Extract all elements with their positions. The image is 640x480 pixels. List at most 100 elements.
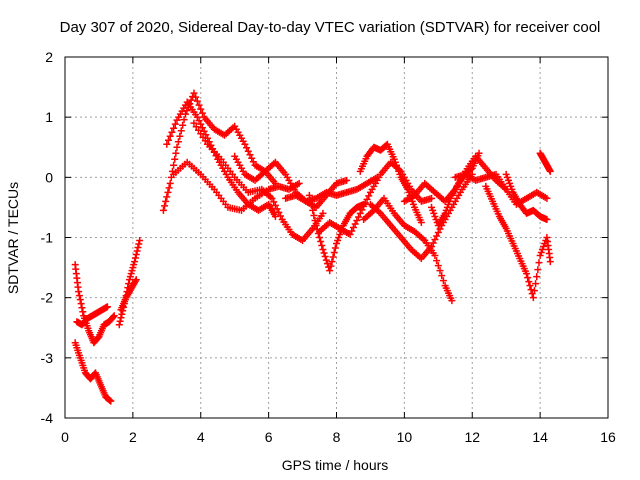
data-point-interp: [434, 228, 442, 236]
data-point-interp: [433, 257, 441, 265]
data-point-interp: [79, 308, 87, 316]
y-tick-label: 2: [45, 49, 53, 65]
data-point: [356, 209, 364, 217]
data-point-interp: [355, 213, 363, 221]
data-point-interp: [327, 262, 335, 270]
axes: [64, 56, 609, 419]
data-point: [136, 237, 144, 245]
data-point: [103, 303, 111, 311]
data-point-interp: [328, 258, 336, 266]
y-tick-label: -3: [41, 350, 54, 366]
data-point: [448, 297, 456, 305]
data-point: [268, 194, 276, 202]
data-point-interp: [77, 300, 85, 308]
data-point: [173, 143, 181, 151]
data-point-interp: [316, 234, 324, 241]
data-point-interp: [526, 282, 534, 290]
data-point-interp: [331, 244, 339, 252]
data-point-interp: [534, 266, 542, 274]
data-point-interp: [207, 141, 215, 149]
data-point: [190, 89, 198, 97]
data-point-interp: [172, 149, 180, 157]
y-tick-label: 0: [45, 169, 53, 185]
data-point-interp: [330, 249, 338, 257]
data-point-interp: [320, 249, 328, 257]
data-point-interp: [75, 292, 83, 300]
data-point-interp: [246, 151, 254, 159]
data-point: [343, 176, 351, 184]
data-series: [502, 170, 551, 223]
data-point-interp: [306, 196, 314, 204]
data-point-interp: [171, 155, 179, 163]
data-point-interp: [162, 197, 170, 205]
data-point: [319, 209, 327, 217]
data-point-interp: [165, 184, 173, 192]
data-point: [326, 267, 334, 275]
data-point-interp: [135, 240, 143, 248]
data-point-interp: [132, 251, 140, 259]
data-point-interp: [166, 132, 174, 140]
data-point: [110, 312, 118, 320]
data-point-interp: [329, 253, 337, 261]
data-series: [159, 89, 279, 214]
data-point-interp: [275, 208, 283, 216]
data-series: [536, 149, 554, 175]
data-point-interp: [131, 277, 139, 285]
data-point: [543, 194, 551, 202]
data-point-interp: [527, 286, 535, 294]
plot-frame: [64, 56, 609, 419]
data-point: [115, 321, 123, 329]
data-point: [305, 191, 313, 199]
data-point-interp: [244, 147, 252, 155]
data-point-interp: [308, 201, 316, 209]
data-point-interp: [177, 127, 185, 135]
data-point-interp: [170, 161, 178, 169]
data-point-interp: [131, 254, 139, 262]
data-point-interp: [363, 195, 371, 203]
data-point-interp: [78, 304, 86, 312]
data-point: [475, 149, 483, 157]
data-point: [431, 252, 439, 260]
data-point-interp: [193, 97, 201, 105]
data-point-interp: [117, 314, 125, 322]
data-point-interp: [170, 124, 178, 132]
data-point: [107, 397, 115, 405]
data-point-interp: [467, 165, 475, 173]
data-point-interp: [118, 310, 126, 318]
x-tick-label: 6: [265, 429, 273, 445]
x-tick-label: 0: [61, 429, 69, 445]
data-point-interp: [433, 232, 441, 240]
data-point-interp: [429, 239, 437, 247]
data-point: [163, 140, 171, 148]
data-point-interp: [168, 128, 176, 136]
data-point-interp: [535, 259, 543, 267]
data-point: [417, 218, 425, 226]
data-point-interp: [310, 211, 318, 219]
data-point-interp: [318, 242, 326, 250]
data-series: [451, 170, 551, 208]
data-point-interp: [309, 206, 317, 214]
y-tick-label: -2: [41, 290, 54, 306]
data-point-interp: [134, 244, 142, 252]
data-point-interp: [198, 124, 206, 132]
data-point: [428, 194, 436, 202]
data-point: [346, 230, 354, 238]
data-point-interp: [243, 144, 251, 152]
data-point-interp: [197, 105, 205, 113]
data-point-interp: [248, 154, 256, 162]
data-point: [529, 294, 537, 302]
y-tick-label: -4: [41, 410, 54, 426]
data-point: [295, 179, 303, 187]
data-point-interp: [192, 93, 200, 101]
data-point: [523, 270, 531, 278]
data-point-interp: [201, 137, 209, 145]
data-series: [71, 339, 115, 405]
data-point-interp: [197, 130, 205, 138]
data-point-interp: [163, 193, 171, 201]
chart-title: Day 307 of 2020, Sidereal Day-to-day VTE…: [60, 19, 601, 36]
data-point-interp: [360, 202, 368, 210]
data-point-interp: [76, 296, 84, 304]
data-point-interp: [133, 247, 141, 255]
